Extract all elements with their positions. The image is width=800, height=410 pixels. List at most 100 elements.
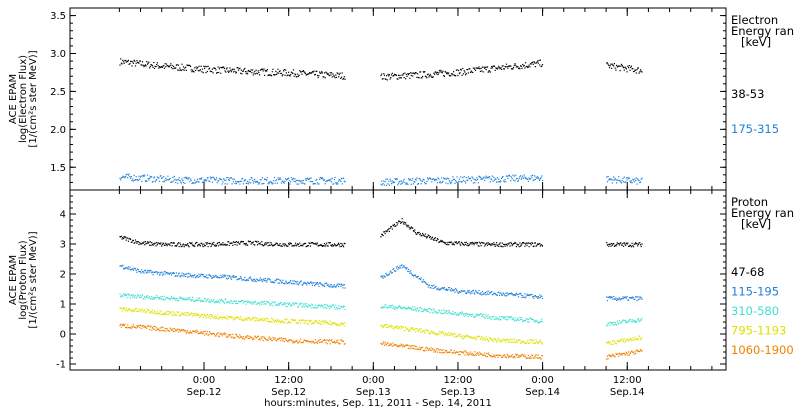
- data-point: [255, 180, 257, 182]
- data-point: [381, 307, 383, 309]
- data-point: [625, 351, 627, 353]
- data-point: [302, 70, 304, 72]
- data-point: [221, 276, 223, 278]
- data-point: [412, 75, 414, 77]
- data-point: [206, 299, 208, 301]
- data-point: [492, 180, 494, 182]
- data-point: [184, 182, 186, 184]
- data-point: [305, 179, 307, 181]
- data-point: [191, 275, 193, 277]
- data-point: [259, 243, 261, 245]
- data-point: [328, 75, 331, 77]
- data-point: [176, 329, 178, 331]
- data-point: [218, 318, 220, 320]
- data-point: [627, 354, 629, 356]
- data-point: [456, 351, 458, 353]
- data-point: [144, 180, 146, 182]
- data-point: [470, 242, 472, 244]
- data-point: [295, 242, 297, 244]
- data-point: [387, 229, 389, 231]
- data-point: [503, 354, 505, 356]
- data-point: [517, 339, 520, 342]
- data-point: [620, 339, 623, 341]
- data-point: [282, 180, 284, 182]
- data-point: [167, 310, 169, 312]
- data-point: [172, 242, 174, 244]
- data-point: [146, 270, 149, 272]
- data-point: [197, 178, 199, 180]
- data-point: [406, 182, 408, 184]
- data-point: [393, 344, 395, 346]
- data-point: [474, 293, 476, 295]
- data-point: [434, 73, 436, 75]
- xtick-label: 12:00: [613, 375, 642, 386]
- proton-ytick-label: 2: [60, 270, 66, 281]
- data-point: [383, 324, 386, 327]
- data-point: [479, 313, 481, 315]
- data-point: [429, 312, 431, 314]
- data-point: [619, 180, 621, 182]
- data-point: [399, 74, 401, 77]
- data-point: [453, 313, 455, 315]
- data-point: [320, 283, 322, 285]
- data-point: [516, 341, 518, 343]
- data-point: [442, 287, 444, 289]
- data-point: [409, 348, 411, 350]
- data-point: [474, 316, 476, 318]
- data-point: [130, 241, 132, 243]
- data-point: [455, 181, 457, 183]
- data-point: [170, 242, 173, 244]
- data-point: [196, 329, 198, 331]
- data-point: [451, 352, 453, 354]
- data-point: [525, 320, 527, 322]
- data-point: [393, 223, 395, 225]
- data-point: [525, 318, 527, 320]
- data-point: [231, 275, 233, 277]
- data-point: [228, 71, 230, 73]
- data-point: [632, 319, 634, 321]
- data-point: [263, 278, 265, 280]
- data-point: [123, 62, 125, 64]
- data-point: [381, 184, 383, 186]
- data-point: [153, 67, 156, 69]
- data-point: [249, 336, 252, 338]
- data-point: [610, 296, 612, 298]
- data-point: [304, 72, 307, 74]
- data-point: [206, 299, 208, 301]
- data-point: [188, 246, 190, 248]
- data-point: [159, 310, 161, 312]
- data-point: [625, 320, 627, 322]
- data-point: [424, 332, 426, 334]
- data-point: [637, 245, 639, 247]
- data-point: [497, 244, 499, 246]
- data-point: [268, 182, 271, 184]
- data-point: [272, 281, 274, 283]
- data-point: [295, 322, 297, 324]
- data-point: [463, 350, 465, 352]
- data-point: [233, 276, 235, 278]
- data-point: [343, 305, 345, 308]
- data-point: [403, 178, 405, 180]
- data-point: [620, 298, 622, 300]
- data-point: [244, 179, 246, 181]
- data-point: [419, 233, 422, 235]
- data-point: [316, 305, 319, 307]
- data-point: [123, 267, 125, 269]
- data-point: [534, 242, 536, 244]
- data-point: [146, 241, 149, 243]
- data-point: [300, 338, 302, 340]
- data-point: [429, 75, 431, 77]
- data-point: [518, 339, 520, 341]
- data-point: [288, 304, 290, 306]
- data-point: [258, 279, 260, 282]
- data-point: [188, 64, 190, 67]
- data-point: [283, 303, 285, 305]
- data-point: [181, 272, 183, 274]
- data-point: [282, 340, 284, 342]
- data-point: [619, 322, 621, 324]
- data-point: [515, 320, 517, 322]
- data-point: [157, 272, 159, 274]
- data-point: [417, 76, 419, 79]
- data-point: [174, 330, 176, 332]
- data-point: [277, 338, 279, 341]
